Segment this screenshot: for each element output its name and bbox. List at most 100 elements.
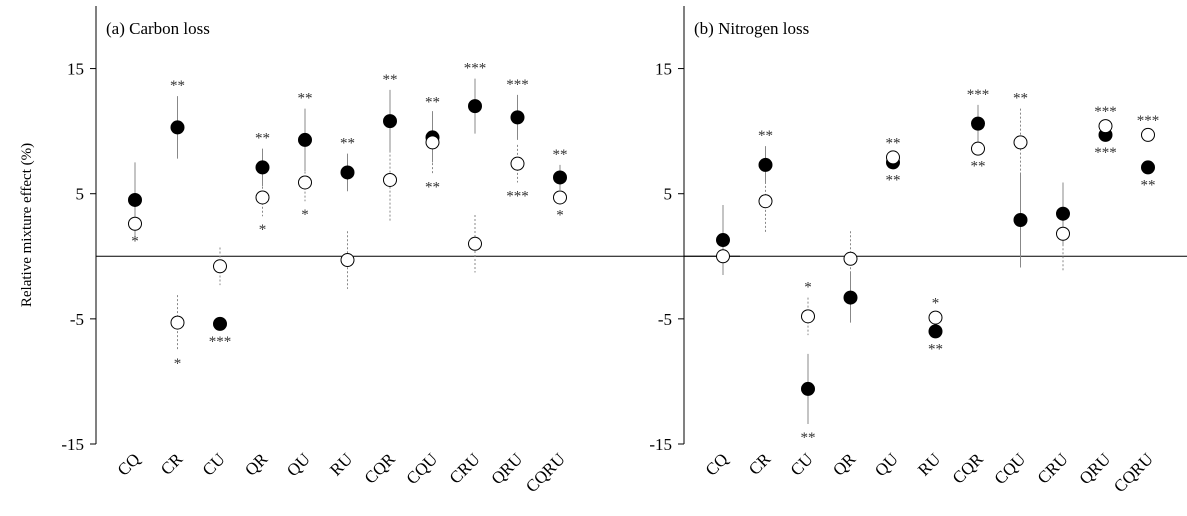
category-label: CRU: [446, 449, 484, 487]
significance-label: ***: [967, 87, 990, 103]
significance-label: *: [932, 296, 940, 312]
category-label: QR: [241, 449, 272, 480]
data-point-filled: [298, 132, 312, 147]
category-label: QRU: [1076, 449, 1115, 488]
panel-title: (a) Carbon loss: [106, 19, 210, 38]
significance-label: **: [801, 430, 816, 446]
category-label: QRU: [488, 449, 527, 488]
data-point-open: [128, 216, 142, 231]
category-label: CR: [157, 449, 187, 479]
significance-label: ***: [506, 188, 529, 204]
significance-label: **: [383, 72, 398, 88]
data-point-filled: [340, 165, 355, 180]
significance-label: ***: [1137, 113, 1160, 129]
y-tick-label: 15: [655, 60, 672, 79]
data-point-open: [255, 190, 270, 205]
category-label: CR: [745, 449, 775, 479]
significance-label: **: [971, 159, 986, 175]
y-tick-label: 15: [67, 60, 84, 79]
y-tick-label: 5: [76, 185, 85, 204]
significance-label: ***: [1094, 145, 1117, 161]
data-point-filled: [1141, 160, 1155, 175]
data-point-open: [213, 259, 227, 274]
data-point-open: [468, 236, 482, 251]
significance-label: ***: [506, 77, 529, 93]
data-point-open: [510, 156, 525, 171]
significance-label: **: [255, 131, 270, 147]
data-point-open: [425, 135, 440, 150]
data-point-filled: [801, 381, 815, 396]
significance-label: **: [1141, 177, 1156, 193]
category-label: QU: [871, 449, 902, 480]
significance-label: **: [298, 91, 313, 107]
data-point-open: [1013, 135, 1028, 150]
significance-label: **: [886, 135, 901, 151]
significance-label: **: [553, 147, 568, 163]
data-point-open: [340, 253, 355, 268]
significance-label: *: [174, 356, 182, 372]
significance-label: ***: [209, 334, 232, 350]
data-point-open: [758, 194, 773, 209]
y-axis-label: Relative mixture effect (%): [19, 143, 35, 307]
category-label: CQ: [114, 449, 144, 479]
data-point-filled: [971, 116, 985, 131]
data-point-filled: [928, 324, 943, 339]
data-point-filled: [758, 157, 773, 172]
data-point-open: [298, 175, 312, 190]
significance-label: **: [758, 128, 773, 144]
data-point-filled: [510, 110, 525, 125]
category-label: QU: [283, 449, 314, 480]
y-tick-label: -5: [658, 310, 672, 329]
data-point-filled: [1013, 212, 1028, 227]
data-point-filled: [128, 192, 142, 207]
data-point-open: [843, 251, 858, 266]
data-point-open: [801, 309, 815, 324]
data-point-open: [886, 150, 900, 165]
significance-label: *: [301, 207, 309, 223]
significance-label: ***: [464, 61, 487, 77]
panel-title: (b) Nitrogen loss: [694, 19, 809, 38]
significance-label: **: [886, 172, 901, 188]
data-point-filled: [468, 99, 482, 114]
data-point-open: [716, 249, 730, 264]
data-point-filled: [170, 120, 185, 135]
significance-label: *: [259, 222, 267, 238]
significance-label: **: [928, 341, 943, 357]
category-label: CRU: [1034, 449, 1072, 487]
category-label: CQR: [949, 449, 988, 488]
y-tick-label: -15: [649, 435, 672, 454]
category-label: CQ: [702, 449, 732, 479]
data-point-filled: [255, 160, 270, 175]
significance-label: *: [131, 234, 139, 250]
y-tick-label: -15: [61, 435, 84, 454]
category-label: RU: [326, 449, 356, 479]
category-label: CQU: [991, 449, 1030, 488]
data-point-open: [1098, 119, 1113, 134]
category-label: CQU: [403, 449, 442, 488]
category-label: CQRU: [522, 449, 569, 496]
category-label: CQRU: [1110, 449, 1157, 496]
category-label: CU: [787, 449, 817, 479]
significance-label: **: [170, 78, 185, 94]
y-tick-label: -5: [70, 310, 84, 329]
category-label: CU: [199, 449, 229, 479]
data-point-filled: [213, 316, 227, 331]
significance-label: **: [340, 136, 355, 152]
data-point-open: [383, 172, 397, 187]
data-point-open: [971, 141, 985, 156]
data-point-open: [553, 190, 567, 205]
data-point-open: [1056, 226, 1070, 241]
significance-label: **: [425, 94, 440, 110]
data-point-open: [1141, 127, 1155, 142]
data-point-open: [928, 310, 943, 325]
category-label: QR: [829, 449, 860, 480]
significance-label: *: [804, 280, 812, 296]
significance-label: ***: [1094, 104, 1117, 120]
chart-panel-1: -15 -5 5 15 (a) Carbon loss Relative mixture …: [19, 6, 740, 496]
data-point-open: [170, 315, 185, 330]
significance-label: **: [1013, 91, 1028, 107]
category-label: CQR: [361, 449, 400, 488]
significance-label: **: [425, 180, 440, 196]
